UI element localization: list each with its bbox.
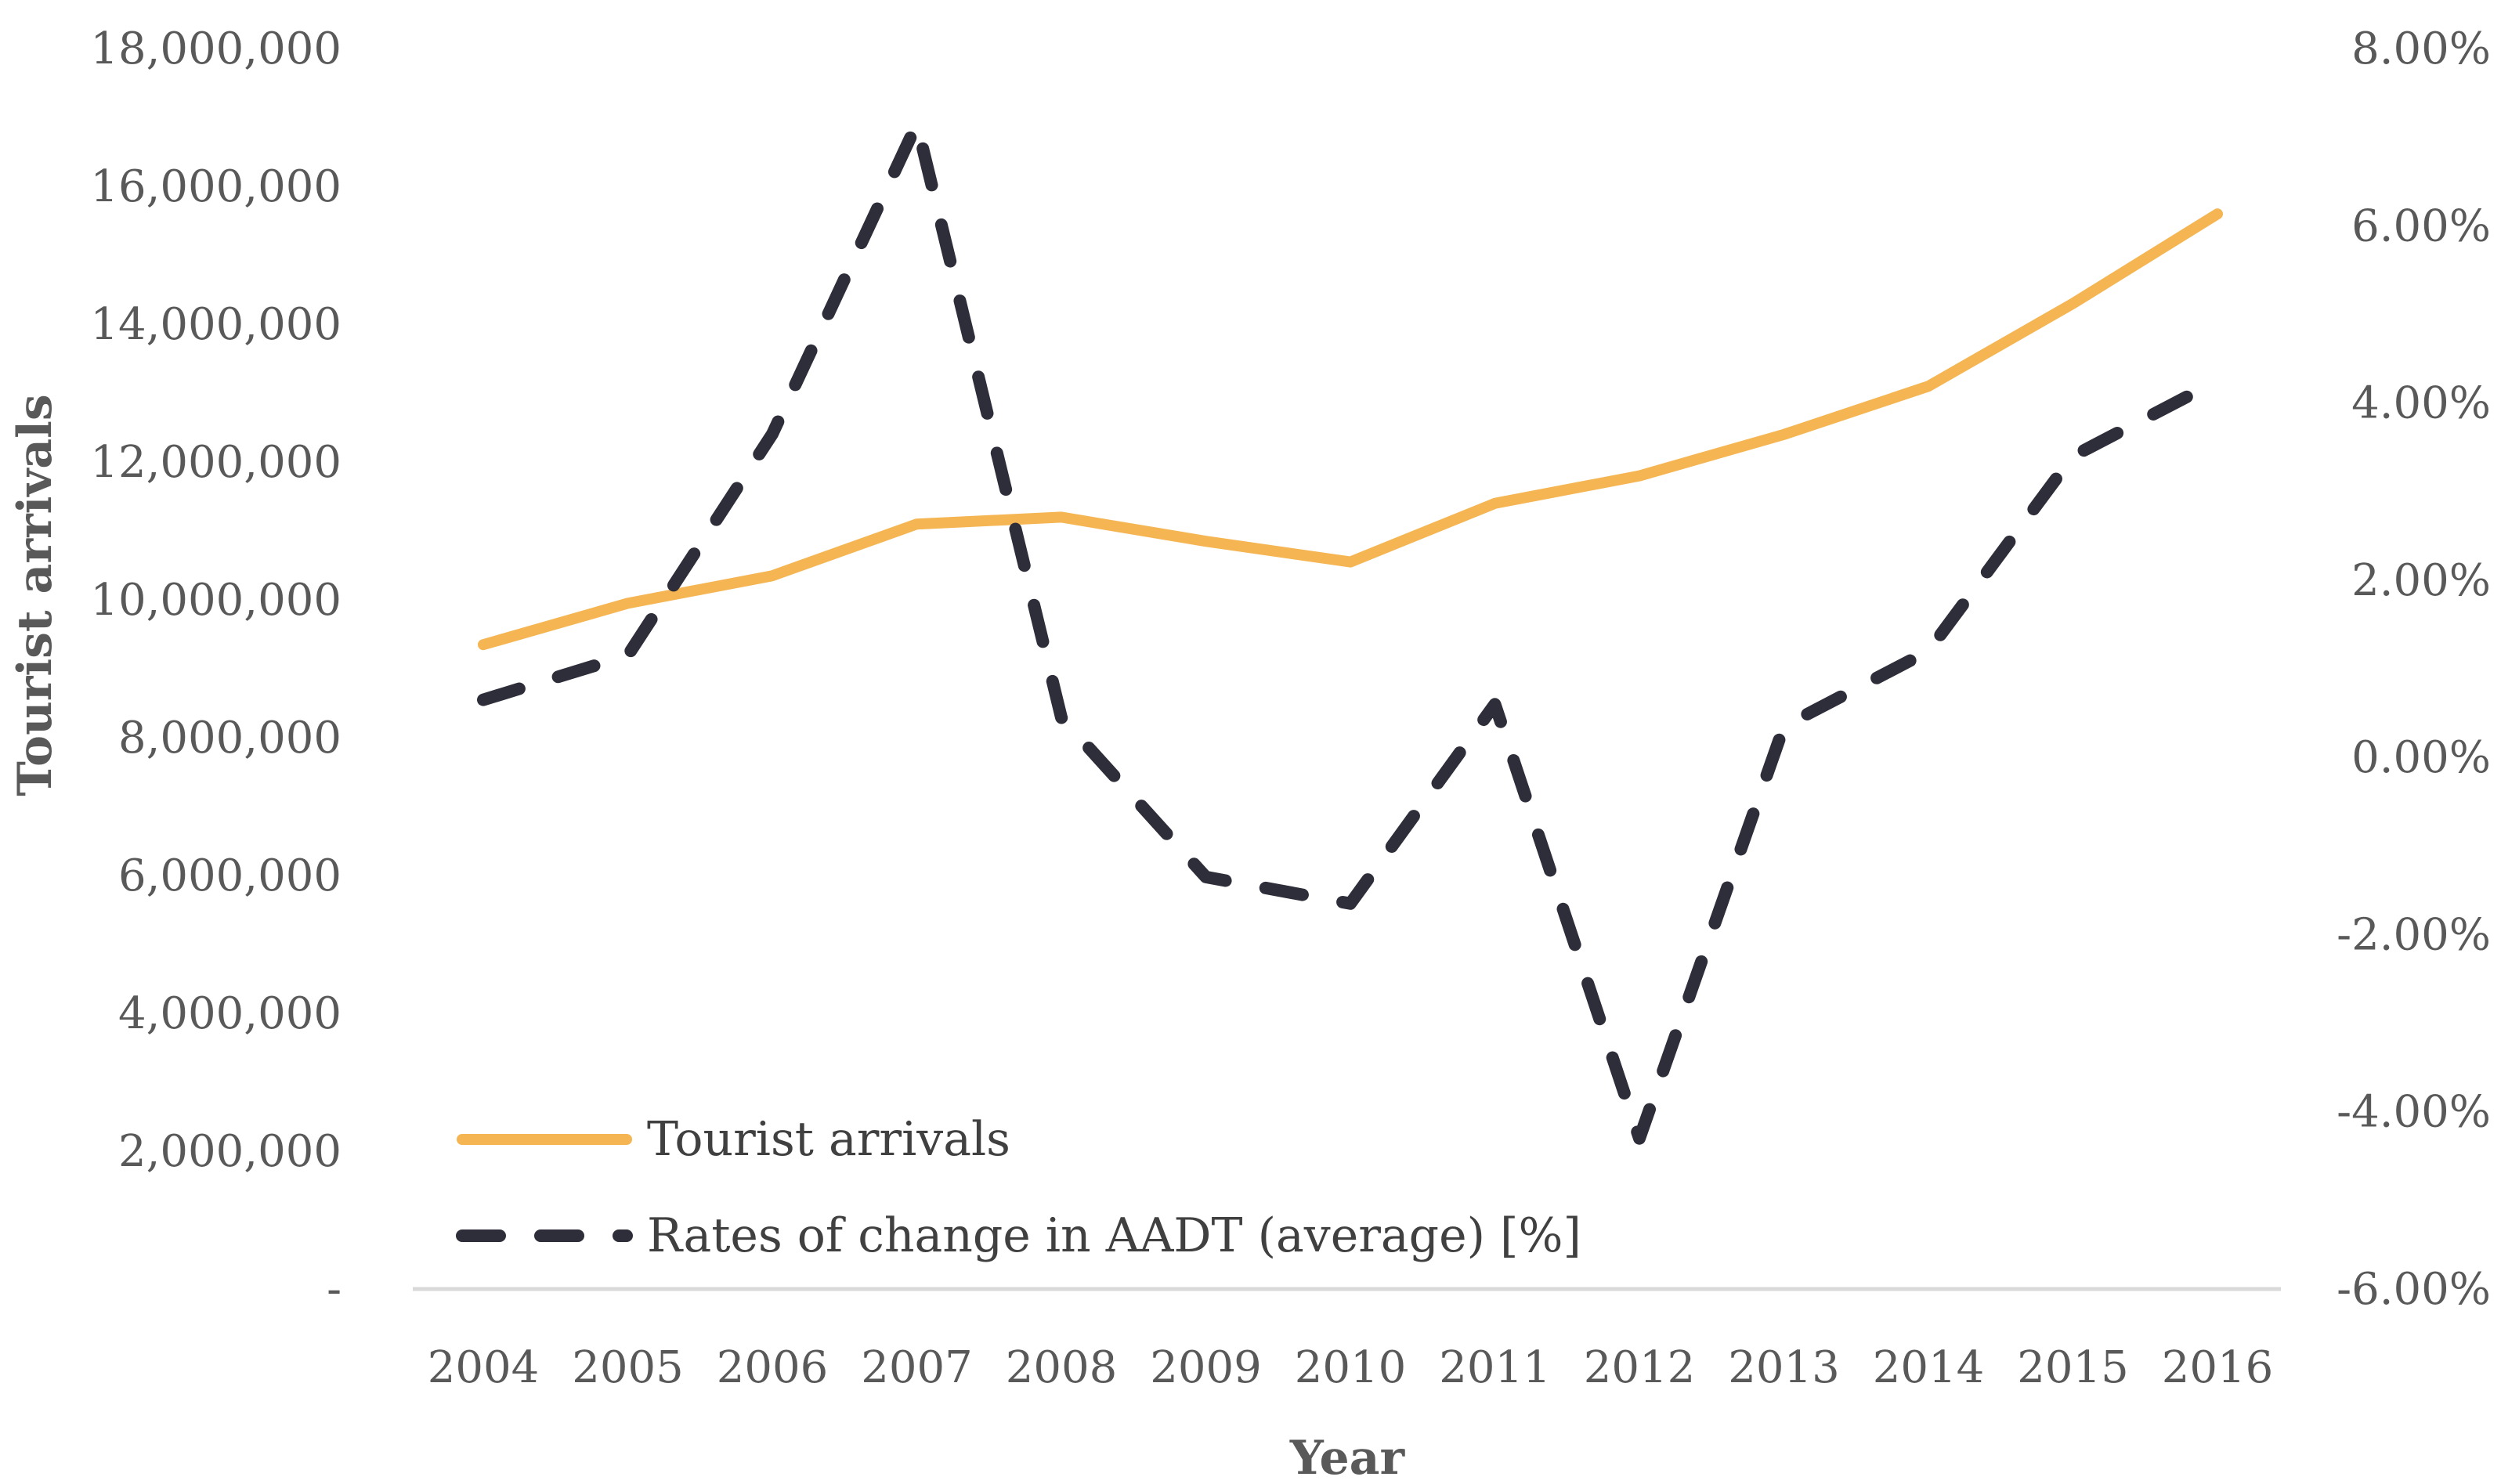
left-y-tick-label: 6,000,000 [118, 850, 342, 901]
left-y-tick-label: 2,000,000 [118, 1126, 342, 1177]
x-tick-label: 2011 [1439, 1342, 1551, 1393]
x-tick-label: 2012 [1584, 1342, 1696, 1393]
x-tick-label: 2014 [1873, 1342, 1985, 1393]
x-tick-label: 2010 [1295, 1342, 1407, 1393]
right-y-tick-label: 4.00% [2351, 378, 2491, 429]
x-axis-ticks: 2004 2005 2006 2007 2008 2009 2010 2011 2012 2013… [428, 1342, 2274, 1393]
left-y-axis-ticks: - 2,000,000 4,000,000 6,000,000 8,000,000 10,… [90, 23, 342, 1315]
x-tick-label: 2008 [1006, 1342, 1118, 1393]
x-tick-label: 2007 [861, 1342, 973, 1393]
x-axis-title: Year [1289, 1431, 1406, 1484]
left-y-tick-label: 18,000,000 [90, 23, 342, 74]
left-y-tick-label: 16,000,000 [90, 161, 342, 212]
series-layer [477, 117, 2224, 1145]
right-y-tick-label: 0.00% [2351, 732, 2491, 783]
left-y-tick-label: 14,000,000 [90, 299, 342, 350]
tourist-arrivals-series-line [478, 208, 2223, 651]
x-tick-label: 2013 [1728, 1342, 1840, 1393]
x-tick-label: 2006 [717, 1342, 829, 1393]
left-y-tick-label: 10,000,000 [90, 575, 342, 626]
legend: Tourist arrivals Rates of change in AADT … [456, 1112, 1581, 1263]
right-y-tick-label: -2.00% [2337, 909, 2491, 960]
left-y-axis-title: Tourist arrivals [8, 394, 63, 796]
right-y-tick-label: 6.00% [2351, 200, 2491, 251]
right-y-tick-label: 8.00% [2351, 23, 2491, 74]
left-y-tick-label: - [327, 1264, 342, 1315]
x-tick-label: 2005 [572, 1342, 684, 1393]
legend-label: Rates of change in AADT (average) [%] [647, 1208, 1581, 1263]
left-y-tick-label: 8,000,000 [118, 713, 342, 764]
right-y-tick-label: 2.00% [2351, 555, 2491, 606]
x-tick-label: 2015 [2017, 1342, 2129, 1393]
x-tick-label: 2009 [1150, 1342, 1262, 1393]
right-y-tick-label: -6.00% [2337, 1264, 2491, 1315]
aadt-change-series-line [477, 117, 2224, 1145]
left-y-tick-label: 4,000,000 [118, 988, 342, 1039]
x-tick-label: 2016 [2162, 1342, 2274, 1393]
left-y-tick-label: 12,000,000 [90, 437, 342, 488]
x-tick-label: 2004 [428, 1342, 540, 1393]
legend-label: Tourist arrivals [647, 1112, 1010, 1167]
right-y-tick-label: -4.00% [2337, 1087, 2491, 1138]
right-y-axis-ticks: -6.00% -4.00% -2.00% 0.00% 2.00% 4.00% 6.00% 8.… [2337, 23, 2491, 1315]
